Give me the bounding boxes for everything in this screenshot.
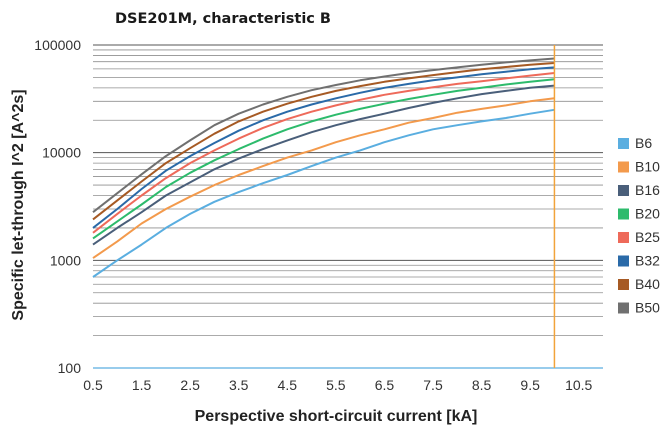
series-line-b20 <box>92 78 555 240</box>
x-tick-label: 3.5 <box>229 377 249 393</box>
legend-item-b40: B40 <box>618 276 660 292</box>
legend-swatch <box>618 302 629 314</box>
legend-label: B32 <box>635 253 660 269</box>
x-tick-label: 8.5 <box>472 377 492 393</box>
series-line-b10 <box>92 97 555 259</box>
y-tick-label: 10000 <box>42 145 81 161</box>
x-tick-labels: 0.5 1.5 2.5 3.5 4.5 5.5 6.5 7.5 8.5 9.5 10.5 <box>83 377 592 393</box>
legend-item-b50: B50 <box>618 300 660 316</box>
x-tick-label: 0.5 <box>83 377 103 393</box>
legend-swatch <box>618 232 629 243</box>
legend-swatch <box>618 208 629 220</box>
x-tick-label: 6.5 <box>375 377 395 393</box>
legend-item-b10: B10 <box>618 159 660 175</box>
legend-item-b20: B20 <box>618 206 660 222</box>
series-line-b32 <box>92 66 555 229</box>
legend-label: B10 <box>635 159 660 175</box>
legend-label: B50 <box>635 300 660 316</box>
x-tick-label: 9.5 <box>520 377 540 393</box>
legend-item-b25: B25 <box>618 229 660 245</box>
legend-label: B40 <box>635 276 660 292</box>
legend: B6 B10 B16 B20 B25 B32 B40 B50 <box>618 135 660 316</box>
series-line-b40 <box>92 62 555 221</box>
legend-label: B6 <box>635 135 652 151</box>
legend-swatch <box>618 138 629 149</box>
x-tick-label: 5.5 <box>326 377 346 393</box>
legend-item-b32: B32 <box>618 253 660 269</box>
x-tick-label: 1.5 <box>132 377 152 393</box>
y-tick-label: 1000 <box>50 252 81 268</box>
legend-swatch <box>618 255 629 267</box>
legend-item-b6: B6 <box>618 135 652 151</box>
legend-label: B25 <box>635 229 660 245</box>
series-line-b6 <box>92 108 555 278</box>
legend-label: B20 <box>635 206 660 222</box>
legend-swatch <box>618 161 629 173</box>
series-line-b25 <box>92 72 555 234</box>
y-axis-label: Specific let-through I^2 [A^2s] <box>10 89 27 320</box>
y-tick-label: 100000 <box>34 37 81 53</box>
x-tick-label: 2.5 <box>180 377 200 393</box>
legend-swatch <box>618 185 629 196</box>
legend-label: B16 <box>635 182 660 198</box>
legend-item-b16: B16 <box>618 182 660 198</box>
series-line-b16 <box>92 84 555 246</box>
x-tick-label: 7.5 <box>423 377 443 393</box>
legend-swatch <box>618 279 629 290</box>
x-axis-label: Perspective short-circuit current [kA] <box>195 408 478 425</box>
y-tick-labels: 100 1000 10000 100000 <box>34 37 81 376</box>
y-tick-label: 100 <box>58 360 82 376</box>
chart-title: DSE201M, characteristic B <box>115 11 331 27</box>
series-lines <box>92 57 555 278</box>
x-tick-label: 4.5 <box>278 377 298 393</box>
x-tick-label: 10.5 <box>565 377 592 393</box>
series-line-b50 <box>92 57 555 213</box>
